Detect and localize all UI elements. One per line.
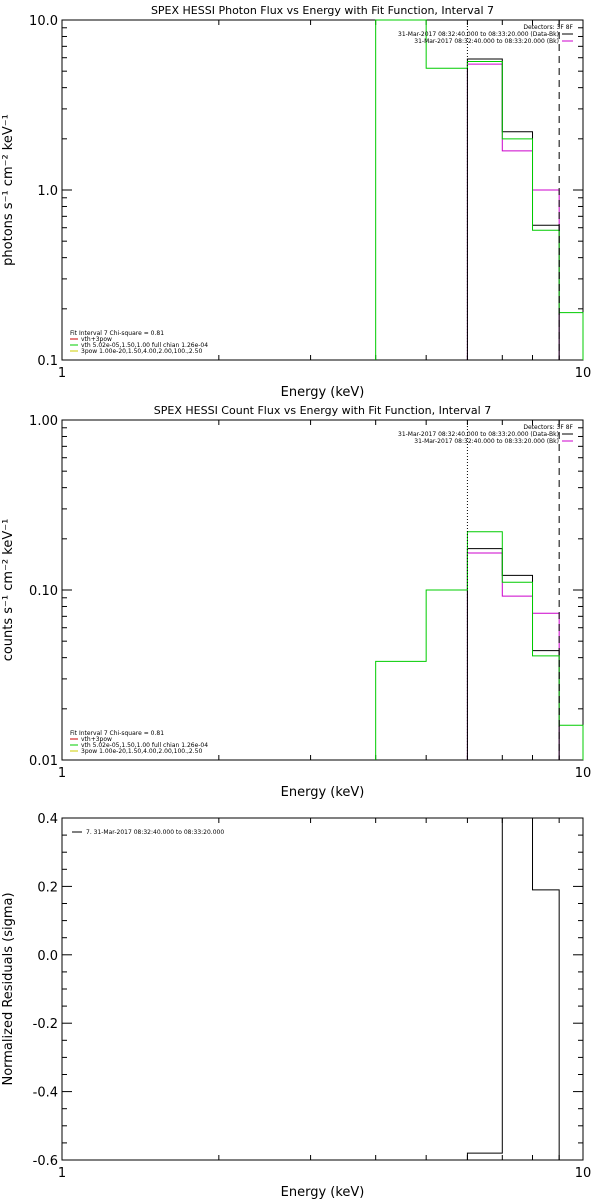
y-tick-label: -0.2 bbox=[33, 1017, 58, 1032]
series-0-step-line bbox=[466, 817, 560, 1160]
y-tick-label: 1.00 bbox=[29, 414, 58, 429]
series-0-step-line bbox=[466, 552, 560, 760]
y-tick-label: 10.0 bbox=[29, 14, 58, 29]
legend-entry-label: 31-Mar-2017 08:32:40.000 to 08:33:20.000… bbox=[414, 38, 559, 45]
legend-entry-label: 7. 31-Mar-2017 08:32:40.000 to 08:33:20.… bbox=[86, 829, 224, 836]
y-tick-label: 0.01 bbox=[29, 754, 58, 769]
y-tick-label: 1.0 bbox=[37, 184, 58, 199]
legend-header: Detectors: 3F 8F bbox=[523, 24, 573, 31]
legend-header: Detectors: 3F 8F bbox=[523, 424, 573, 431]
chart-title: SPEX HESSI Count Flux vs Energy with Fit… bbox=[154, 404, 491, 417]
legend-entry-label: 31-Mar-2017 08:32:40.000 to 08:33:20.000… bbox=[398, 431, 559, 438]
y-axis-label: counts s⁻¹ cm⁻² keV⁻¹ bbox=[1, 519, 16, 662]
plot-frame bbox=[61, 19, 584, 361]
y-tick-label: 0.2 bbox=[37, 880, 58, 895]
legend-entry-label: vth+3pow bbox=[81, 336, 112, 343]
y-tick-label: 0.4 bbox=[37, 812, 58, 827]
legend-entry-label: 31-Mar-2017 08:32:40.000 to 08:33:20.000… bbox=[398, 31, 559, 38]
legend-entry-label: 31-Mar-2017 08:32:40.000 to 08:33:20.000… bbox=[414, 438, 559, 445]
x-tick-label: 1 bbox=[58, 766, 66, 781]
legend-header: Fit Interval 7 Chi-square = 0.81 bbox=[70, 730, 164, 737]
x-axis-label: Energy (keV) bbox=[281, 1185, 365, 1200]
legend-entry-label: 3pow 1.00e-20,1.50,4.00,2.00,100.,2.50 bbox=[81, 348, 202, 355]
y-tick-label: -0.4 bbox=[33, 1086, 58, 1101]
y-tick-label: -0.6 bbox=[33, 1154, 58, 1169]
x-axis-label: Energy (keV) bbox=[281, 385, 365, 400]
plot-frame bbox=[61, 419, 584, 761]
legend-entry-label: vth+3pow bbox=[81, 736, 112, 743]
series-1-step-line bbox=[466, 58, 560, 360]
plot-frame bbox=[61, 817, 584, 1161]
series-0-step-line bbox=[466, 63, 560, 360]
y-axis-label: photons s⁻¹ cm⁻² keV⁻¹ bbox=[1, 114, 16, 266]
legend-header: Fit Interval 7 Chi-square = 0.81 bbox=[70, 330, 164, 337]
x-tick-label: 10 bbox=[575, 1166, 592, 1181]
legend-entry-label: 3pow 1.00e-20,1.50,4.00,2.00,100.,2.50 bbox=[81, 748, 202, 755]
y-tick-label: 0.0 bbox=[37, 949, 58, 964]
chart-title: SPEX HESSI Photon Flux vs Energy with Fi… bbox=[151, 4, 494, 17]
y-axis-label: Normalized Residuals (sigma) bbox=[1, 892, 16, 1085]
x-tick-label: 1 bbox=[58, 366, 66, 381]
x-tick-label: 10 bbox=[575, 366, 592, 381]
x-axis-label: Energy (keV) bbox=[281, 785, 365, 800]
x-tick-label: 10 bbox=[575, 766, 592, 781]
series-2-step-line bbox=[375, 531, 584, 760]
y-tick-label: 0.10 bbox=[29, 584, 58, 599]
legend-entry-label: vth 5.02e-05,1.50,1.00 full chian 1.26e-… bbox=[81, 742, 208, 749]
legend-entry-label: vth 5.02e-05,1.50,1.00 full chian 1.26e-… bbox=[81, 342, 208, 349]
y-tick-label: 0.1 bbox=[37, 354, 58, 369]
series-1-step-line bbox=[466, 548, 560, 760]
x-tick-label: 1 bbox=[58, 1166, 66, 1181]
